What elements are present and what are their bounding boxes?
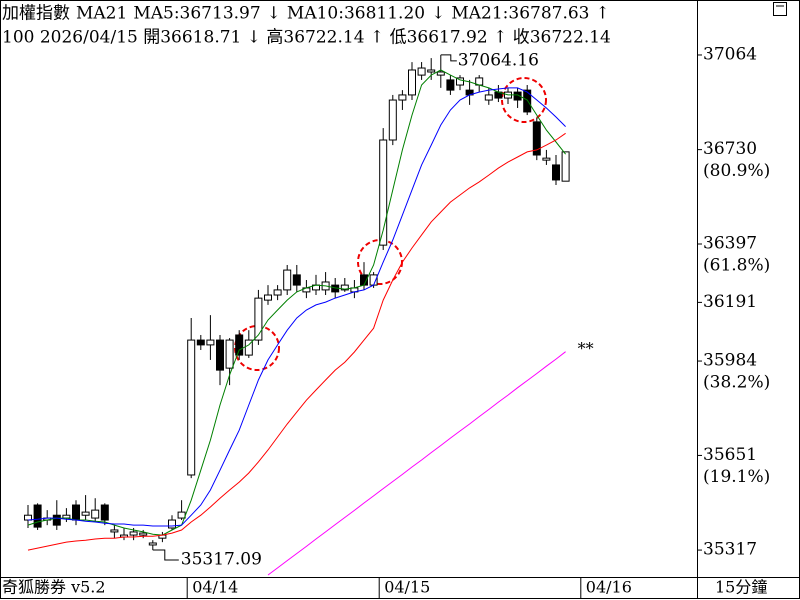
retracement-label: (19.1%)	[703, 467, 770, 487]
x-tick-label: 04/14	[192, 578, 238, 597]
candle-body	[235, 334, 244, 356]
y-tick-label: 36191	[703, 292, 757, 312]
ma-line	[27, 69, 566, 536]
plot-area	[24, 54, 570, 576]
candle-body	[206, 339, 215, 346]
candle-body	[24, 514, 32, 521]
candle-body	[139, 532, 148, 536]
candle-body	[91, 509, 100, 519]
header-text: MA21:36787.63	[451, 4, 589, 24]
candle-body	[254, 297, 263, 341]
y-tick-label: 35984	[703, 351, 757, 371]
low-annotation: 35317.09	[181, 550, 262, 570]
candle-body	[408, 69, 416, 96]
ma-line	[27, 132, 566, 551]
brand: 奇狐勝券 v5.2	[2, 578, 106, 597]
candle-body	[561, 151, 570, 182]
high-annotation: 37064.16	[458, 50, 539, 70]
y-tick-label: 37064	[703, 44, 757, 64]
candle-body	[72, 504, 80, 521]
candle-body	[100, 504, 109, 521]
y-tick-label: 36730	[703, 139, 757, 159]
annotation-leader	[152, 549, 179, 561]
ma-line	[27, 87, 566, 527]
candle-body	[542, 157, 551, 161]
candle-body	[523, 89, 532, 113]
candle-body	[244, 339, 253, 356]
candle-body	[148, 542, 157, 546]
annotation-leader	[440, 54, 457, 62]
candle-body	[52, 514, 61, 526]
candle-body	[283, 269, 292, 291]
candle-body	[81, 511, 90, 516]
candle-body	[264, 294, 272, 301]
highlight-circle	[501, 77, 547, 123]
header-text: MA5:36713.97	[133, 4, 260, 24]
header-text: MA10:36811.20	[287, 4, 425, 24]
candle-body	[427, 69, 436, 73]
candle-body	[33, 504, 42, 528]
candle-body	[216, 339, 224, 371]
candle-body	[484, 94, 493, 101]
info-line: 100 2026/04/15 開36618.71 ↓ 高36722.14 ↑ 低…	[2, 28, 611, 48]
header-text: MA21	[76, 4, 127, 24]
candle-body	[187, 339, 196, 476]
candle-body	[446, 79, 455, 91]
candle-body	[177, 511, 186, 519]
ma-line	[267, 351, 566, 576]
candle-body	[398, 94, 407, 101]
retracement-label: (61.8%)	[703, 256, 770, 276]
candle-body	[340, 284, 349, 291]
window-icon[interactable]	[773, 2, 787, 16]
candle-body	[532, 121, 541, 156]
y-tick-label: 35317	[703, 540, 757, 560]
candle-body	[292, 274, 301, 286]
header-text: 加權指數	[2, 4, 70, 24]
retracement-label: (38.2%)	[703, 373, 770, 393]
candle-body	[388, 99, 397, 141]
y-tick-label: 36397	[703, 234, 757, 254]
candle-body	[456, 77, 464, 86]
candle-body	[196, 339, 205, 346]
header-text: ↓	[267, 4, 281, 24]
candle-body	[129, 531, 138, 536]
highlight-circle	[234, 325, 280, 371]
header-text: ↓	[431, 4, 445, 24]
x-tick-label: 04/15	[384, 578, 430, 597]
candle-body	[417, 67, 426, 76]
candle-body	[379, 139, 388, 246]
candle-body	[436, 71, 445, 76]
candle-body	[110, 529, 119, 533]
x-tick-label: 04/16	[586, 578, 632, 597]
candle-body	[168, 519, 176, 529]
candle-body	[273, 289, 282, 296]
marker: **	[578, 339, 594, 358]
candle-body	[225, 339, 234, 369]
period: 15分鐘	[715, 578, 767, 597]
retracement-label: (80.9%)	[703, 161, 770, 181]
candle-body	[513, 91, 522, 101]
header-text: ↑	[596, 4, 610, 24]
y-tick-label: 35651	[703, 445, 757, 465]
candle-body	[552, 164, 560, 181]
